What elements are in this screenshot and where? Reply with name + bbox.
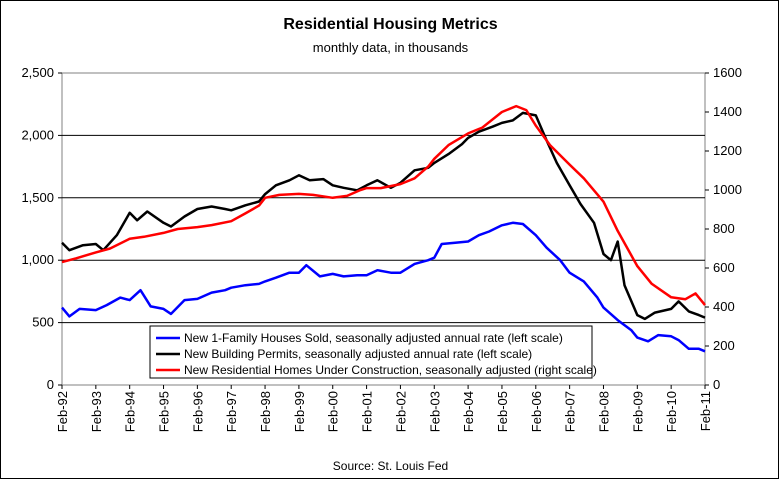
x-tick-label: Feb-05 (495, 391, 510, 432)
x-tick-label: Feb-97 (224, 391, 239, 432)
x-tick-label: Feb-06 (529, 391, 544, 432)
x-tick-label: Feb-10 (664, 391, 679, 432)
x-tick-label: Feb-94 (123, 391, 138, 432)
left-tick-label: 2,500 (21, 65, 54, 80)
x-tick-label: Feb-92 (55, 391, 70, 432)
x-tick-label: Feb-95 (157, 391, 172, 432)
legend-box (149, 325, 593, 379)
x-tick-label: Feb-08 (596, 391, 611, 432)
right-tick-label: 400 (713, 299, 735, 314)
chart-title: Residential Housing Metrics (283, 16, 498, 33)
legend-label: New Building Permits, seasonally adjuste… (184, 347, 532, 361)
chart-source: Source: St. Louis Fed (332, 459, 449, 473)
x-tick-label: Feb-09 (630, 391, 645, 432)
right-tick-label: 1000 (713, 182, 742, 197)
left-tick-label: 500 (32, 315, 54, 330)
x-tick-label: Feb-04 (461, 391, 476, 432)
legend: New 1-Family Houses Sold, seasonally adj… (149, 325, 597, 379)
right-tick-label: 1400 (713, 104, 742, 119)
left-tick-label: 1,000 (21, 252, 54, 267)
x-tick-label: Feb-07 (563, 391, 578, 432)
right-tick-label: 600 (713, 260, 735, 275)
x-tick-label: Feb-01 (360, 391, 375, 432)
x-tick-label: Feb-96 (190, 391, 205, 432)
left-axis: 0 500 1,000 1,500 2,000 2,500 (21, 65, 62, 392)
under-construction-line (61, 104, 706, 306)
sold-line (61, 221, 706, 353)
x-tick-label: Feb-93 (89, 391, 104, 432)
x-tick-label: Feb-99 (292, 391, 307, 432)
right-axis: 0 200 400 600 800 1000 1200 1400 1600 (705, 65, 742, 392)
x-tick-label: Feb-02 (393, 391, 408, 432)
chart-subtitle: monthly data, in thousands (312, 40, 469, 55)
right-tick-label: 0 (713, 377, 720, 392)
x-tick-label: Feb-00 (326, 391, 341, 432)
left-tick-label: 0 (47, 377, 54, 392)
left-tick-label: 1,500 (21, 190, 54, 205)
left-tick-label: 2,000 (21, 127, 54, 142)
x-tick-label: Feb-11 (698, 391, 713, 431)
right-tick-label: 800 (713, 221, 735, 236)
x-tick-label: Feb-98 (258, 391, 273, 432)
gridlines (62, 134, 705, 324)
right-tick-label: 1600 (713, 65, 742, 80)
right-tick-label: 200 (713, 338, 735, 353)
x-axis: Feb-92 Feb-93 Feb-94 Feb-95 Feb-96 Feb-97 Feb-… (55, 385, 713, 432)
right-tick-label: 1200 (713, 143, 742, 158)
legend-label: New 1-Family Houses Sold, seasonally adj… (184, 331, 563, 345)
legend-label: New Residential Homes Under Construction… (184, 363, 597, 377)
series-layer (61, 104, 706, 353)
x-tick-label: Feb-03 (427, 391, 442, 432)
